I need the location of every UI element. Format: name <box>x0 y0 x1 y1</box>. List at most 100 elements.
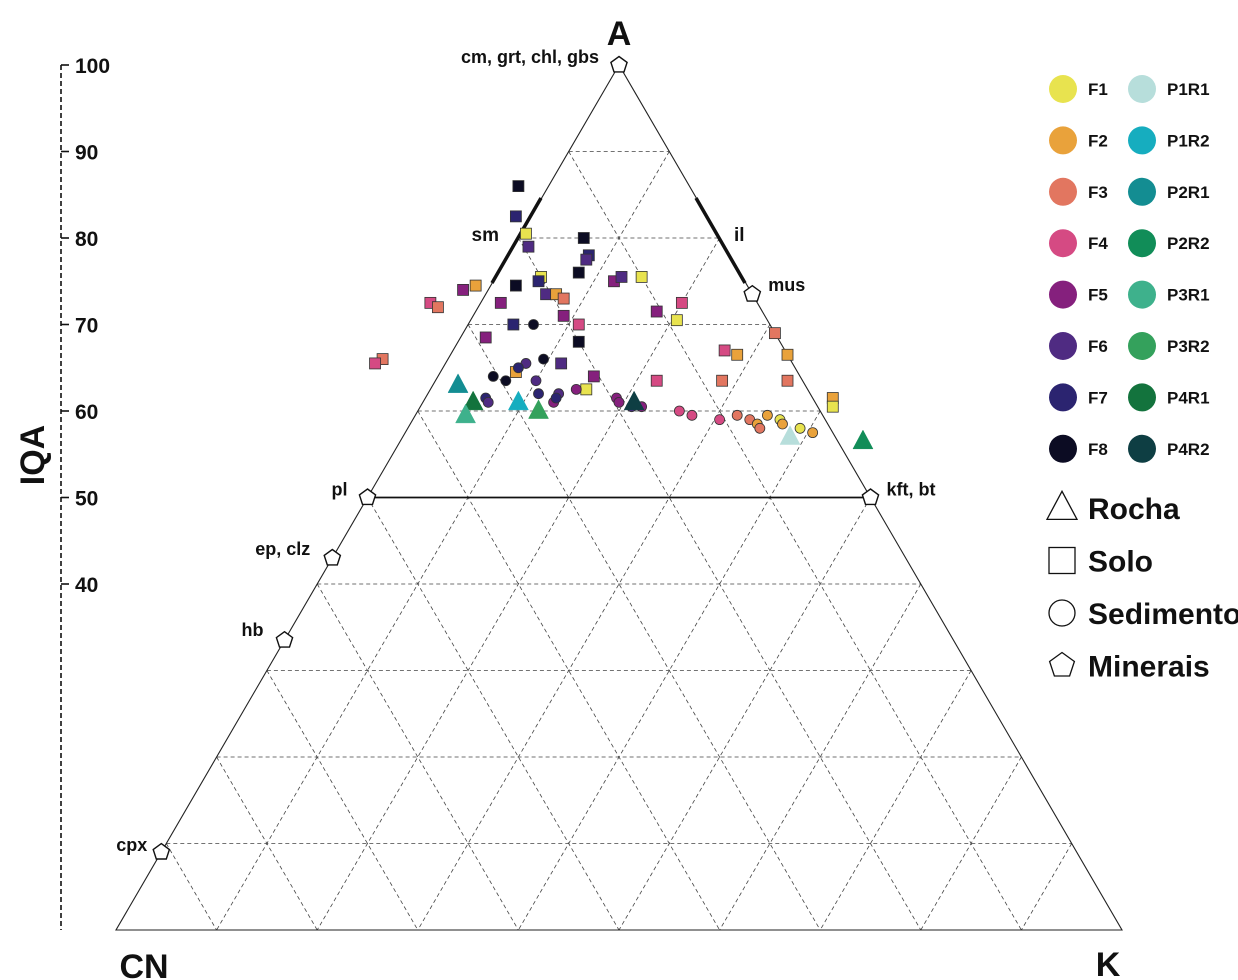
mineral-label: ep, clz <box>255 539 310 559</box>
data-point-f3-square <box>781 374 794 387</box>
legend-swatch-p1r2 <box>1128 126 1156 155</box>
data-point-f8-square <box>509 279 522 292</box>
data-point-f6-square <box>580 253 593 266</box>
legend-swatch-f2 <box>1049 126 1077 155</box>
mineral-marker <box>861 488 880 506</box>
data-point-f6-square <box>522 240 535 253</box>
mineral-label: cm, grt, chl, gbs <box>461 47 599 67</box>
trend-line-il <box>694 197 747 284</box>
data-point-p2r2-triangle <box>852 429 874 450</box>
legend-shape-label-square: Solo <box>1088 546 1153 579</box>
data-point-f8-square <box>512 180 525 193</box>
data-point-f4-square <box>572 318 585 331</box>
legend-label-f3: F3 <box>1088 183 1108 202</box>
data-point-f8-circle <box>487 370 499 382</box>
grid-line-cn-90 <box>165 843 217 931</box>
data-point-f3-square <box>557 292 570 305</box>
data-point-f8-circle <box>538 353 549 365</box>
grid-line-k-30 <box>417 324 771 931</box>
data-point-f5-circle <box>613 396 625 408</box>
sample-points <box>369 180 874 450</box>
data-point-f8-square <box>572 335 585 348</box>
legend-label-f5: F5 <box>1088 286 1108 305</box>
data-point-f2-square <box>469 279 482 292</box>
grid-line-k-70 <box>819 670 972 931</box>
legend-label-f8: F8 <box>1088 440 1108 459</box>
grid-line-cn-80 <box>216 756 318 931</box>
legend-label-f1: F1 <box>1088 80 1108 99</box>
data-point-f2-circle <box>777 418 788 430</box>
data-point-f4-circle <box>673 405 685 417</box>
data-point-f8-circle <box>500 375 512 387</box>
data-point-p1r1-triangle <box>779 425 801 445</box>
data-point-f4-square <box>718 344 731 357</box>
iqa-tick-label: 100 <box>75 55 110 78</box>
mineral-label: cpx <box>116 835 147 855</box>
legend-label-p4r2: P4R2 <box>1167 440 1210 459</box>
grid-line-k-10 <box>216 151 670 931</box>
trend-line-sm <box>490 197 543 284</box>
data-point-f7-circle <box>533 388 544 400</box>
mineral-label: hb <box>242 620 264 640</box>
grid-line-k-50 <box>618 497 871 931</box>
legend-swatch-p2r1 <box>1128 177 1156 206</box>
data-point-f5-square <box>494 296 507 309</box>
data-point-f5-square <box>587 370 600 383</box>
grid-line-k-60 <box>719 583 922 931</box>
data-point-f1-square <box>520 227 532 240</box>
legend-label-p2r2: P2R2 <box>1167 234 1210 253</box>
data-point-f5-circle <box>570 383 582 395</box>
data-point-p4r2-triangle <box>623 390 645 411</box>
legend-label-f6: F6 <box>1088 337 1108 356</box>
mineral-marker <box>323 548 342 566</box>
data-point-f5-square <box>479 331 492 344</box>
mineral-label: pl <box>332 480 348 500</box>
data-point-f4-square <box>675 296 688 309</box>
vertex-label-k: K <box>1096 946 1121 980</box>
data-point-f2-circle <box>761 409 773 421</box>
triangle-frame <box>115 63 1123 931</box>
data-point-f5-square <box>650 305 663 318</box>
legend-swatch-p2r2 <box>1128 229 1156 258</box>
data-point-f4-circle <box>686 409 698 421</box>
data-point-f6-square <box>540 288 552 301</box>
data-point-f7-square <box>507 318 520 331</box>
iqa-tick-label: 80 <box>75 228 98 251</box>
iqa-tick-label: 70 <box>75 315 98 338</box>
data-point-f3-circle <box>731 409 743 421</box>
data-point-f2-circle <box>807 427 819 439</box>
legend-shape-triangle <box>1045 489 1079 520</box>
data-point-f5-square <box>557 309 570 322</box>
trend-label-sm: sm <box>472 225 499 246</box>
data-point-f3-square <box>432 301 444 314</box>
legend-swatch-f4 <box>1049 229 1077 258</box>
data-point-p1r2-triangle <box>507 390 529 411</box>
data-point-f8-square <box>577 232 590 244</box>
legend-label-f2: F2 <box>1088 131 1108 150</box>
data-point-f4-square <box>650 374 663 387</box>
legend-label-p2r1: P2R1 <box>1167 183 1210 202</box>
grid-line-cn-50 <box>367 497 620 931</box>
data-point-f4-square <box>369 357 381 370</box>
legend-label-p3r1: P3R1 <box>1167 286 1210 305</box>
data-point-p2r1-triangle <box>447 373 469 393</box>
data-point-f6-square <box>555 357 568 370</box>
data-point-f7-square <box>532 275 545 288</box>
data-point-f6-circle <box>482 396 494 408</box>
legend-shape-label-triangle: Rocha <box>1088 493 1180 526</box>
legend-label-p1r2: P1R2 <box>1167 131 1210 150</box>
data-point-f7-square <box>509 210 522 223</box>
grid-line-cn-70 <box>266 670 419 931</box>
legend-swatch-p1r1 <box>1128 75 1156 103</box>
grid-line-k-80 <box>920 756 1022 931</box>
legend-label-p1r1: P1R1 <box>1167 80 1210 99</box>
data-point-f8-square <box>572 266 585 279</box>
data-point-f5-square <box>457 283 469 296</box>
mineral-markers: cm, grt, chl, gbs mus pl kft, bt ep, clz hb cp… <box>116 47 936 860</box>
data-point-f7-circle <box>513 362 524 374</box>
legend-swatch-p4r1 <box>1128 383 1156 412</box>
mineral-marker <box>610 55 628 73</box>
legend-label-f7: F7 <box>1088 388 1108 407</box>
data-point-f3-square <box>716 374 729 387</box>
data-point-f3-square <box>769 327 781 340</box>
